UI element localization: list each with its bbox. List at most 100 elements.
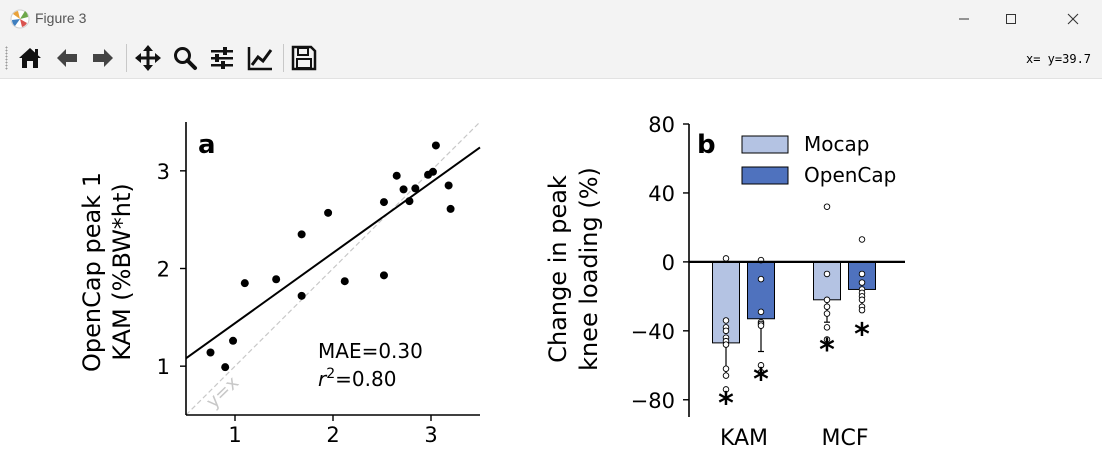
y-tick-label: −80 [631,389,675,413]
category-label-kam: KAM [720,426,768,451]
scatter-point [446,204,455,213]
line-chart-icon [247,47,273,71]
scatter-point [444,181,453,190]
scatter-point [240,279,249,288]
individual-point [722,372,730,379]
minimize-button[interactable] [941,0,987,38]
individual-point [757,275,765,283]
subplots-button[interactable] [206,42,238,74]
toolbar-separator [283,44,284,72]
panel-label-a: a [198,130,216,160]
window-titlebar: Figure 3 [0,0,1102,38]
magnifier-icon [174,47,197,70]
close-button[interactable] [1050,0,1096,38]
y-axis-label-line2: knee loading (%) [575,167,603,371]
navigation-toolbar: x= y=39.7 [0,38,1102,79]
individual-point [823,324,831,331]
identity-line-label: y=x [202,372,243,413]
toolbar-grip[interactable] [5,46,8,70]
significance-marker: * [854,318,870,353]
legend-label-opencap: OpenCap [804,163,896,187]
scatter-point [411,184,420,193]
individual-point [757,308,765,316]
scatter-point [324,208,333,217]
y-tick-label: −40 [631,320,675,344]
legend-swatch-opencap [741,166,789,185]
back-button[interactable] [51,42,83,74]
scatter-point [297,230,306,239]
individual-point [757,362,765,369]
y-tick-label: 80 [648,113,675,137]
matplotlib-logo-icon [10,9,30,29]
close-icon [1067,13,1079,25]
significance-marker: * [753,363,769,398]
x-tick-label: 1 [228,423,241,447]
scatter-point [272,275,281,284]
individual-point [858,279,866,286]
mae-annotation: MAE=0.30 [318,339,423,363]
scatter-point [206,348,215,357]
individual-point [722,341,730,348]
maximize-button[interactable] [988,0,1034,38]
individual-point [823,296,831,304]
y-tick-label: 1 [157,355,170,379]
scatter-point [379,271,388,280]
arrow-right-icon [93,49,113,67]
y-tick-label: 3 [157,160,170,184]
individual-point [858,270,866,278]
floppy-disk-icon [291,45,317,71]
window-title: Figure 3 [35,10,87,26]
scatter-point [229,336,238,345]
maximize-icon [1006,14,1016,24]
pan-button[interactable] [132,42,164,74]
sliders-icon [211,47,233,69]
x-tick-label: 3 [424,423,437,447]
toolbar-separator [126,44,127,72]
individual-point [858,236,866,243]
zoom-button[interactable] [169,42,201,74]
legend-swatch-mocap [741,135,789,154]
edit-axes-button[interactable] [244,42,276,74]
home-icon [19,48,41,68]
individual-point [823,336,831,343]
scatter-point [399,185,408,194]
category-label-mcf: MCF [822,426,869,451]
individual-point [722,386,730,393]
scatter-point [431,141,440,150]
x-tick-label: 2 [326,423,339,447]
bar-mocap-mcf [813,261,841,301]
individual-point [722,317,730,324]
y-tick-label: 40 [648,182,675,206]
figure-canvas[interactable]: y=x 1 2 3 1 2 3 OpenCap peak 1 KAM (%BW*ht) a MAE=… [0,79,1102,459]
y-axis-label-line1: Change in peak [544,175,572,363]
arrow-left-icon [57,49,77,67]
scatter-point [379,198,388,207]
y-axis-label-line1: OpenCap peak 1 [78,172,106,372]
y-tick-label: 0 [662,251,675,275]
scatter-point [297,291,306,300]
scatter-point [405,197,414,206]
forward-button[interactable] [87,42,119,74]
save-button[interactable] [288,42,320,74]
individual-point [722,365,730,372]
figure-svg: y=x 1 2 3 1 2 3 OpenCap peak 1 KAM (%BW*ht) a MAE=… [78,113,905,451]
r2-annotation: r2=0.80 [318,366,396,391]
significance-marker: * [718,387,734,422]
legend-label-mocap: Mocap [804,132,869,156]
move-icon [135,45,161,71]
individual-point [722,327,730,335]
y-tick-label: 2 [157,258,170,282]
individual-point [722,255,730,262]
individual-point [823,270,831,278]
regression-line [185,146,481,360]
significance-marker: * [819,333,835,368]
y-axis-label-line2: KAM (%BW*ht) [108,183,136,361]
individual-point [858,306,866,314]
individual-point [823,203,831,210]
individual-point [757,322,765,329]
scatter-point [340,277,349,286]
cursor-coordinates: x= y=39.7 [1026,52,1092,66]
home-button[interactable] [14,42,46,74]
individual-point [757,368,765,376]
panel-label-b: b [697,130,716,160]
